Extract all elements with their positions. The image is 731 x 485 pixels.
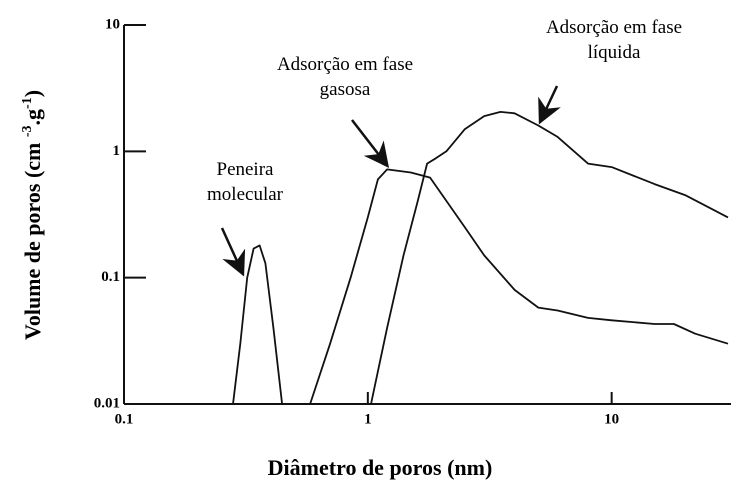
y-tick-label: 0.01 — [94, 395, 120, 411]
annotation: molecular — [207, 184, 284, 205]
x-tick-label: 1 — [364, 411, 372, 427]
line — [309, 168, 729, 405]
annotation: Adsorção em fase — [277, 54, 413, 75]
x-axis-label: Diâmetro de poros (nm) — [268, 455, 493, 480]
x-tick-label: 0.1 — [115, 411, 134, 427]
arrow — [351, 119, 390, 168]
x-tick-label: 10 — [604, 411, 619, 427]
annotation: Adsorção em fase — [546, 17, 682, 38]
annotation: líquida — [588, 42, 641, 63]
y-tick-label: 10 — [105, 16, 120, 32]
y-axis-label: Volume de poros (cm -3.g-1) — [20, 90, 45, 340]
line — [232, 244, 283, 405]
arrow — [220, 227, 246, 277]
annotation: Peneira — [217, 159, 275, 180]
annotation: gasosa — [320, 79, 371, 100]
y-tick-label: 1 — [113, 143, 121, 159]
arrow — [538, 85, 561, 125]
y-tick-label: 0.1 — [101, 269, 120, 285]
line — [370, 111, 729, 405]
